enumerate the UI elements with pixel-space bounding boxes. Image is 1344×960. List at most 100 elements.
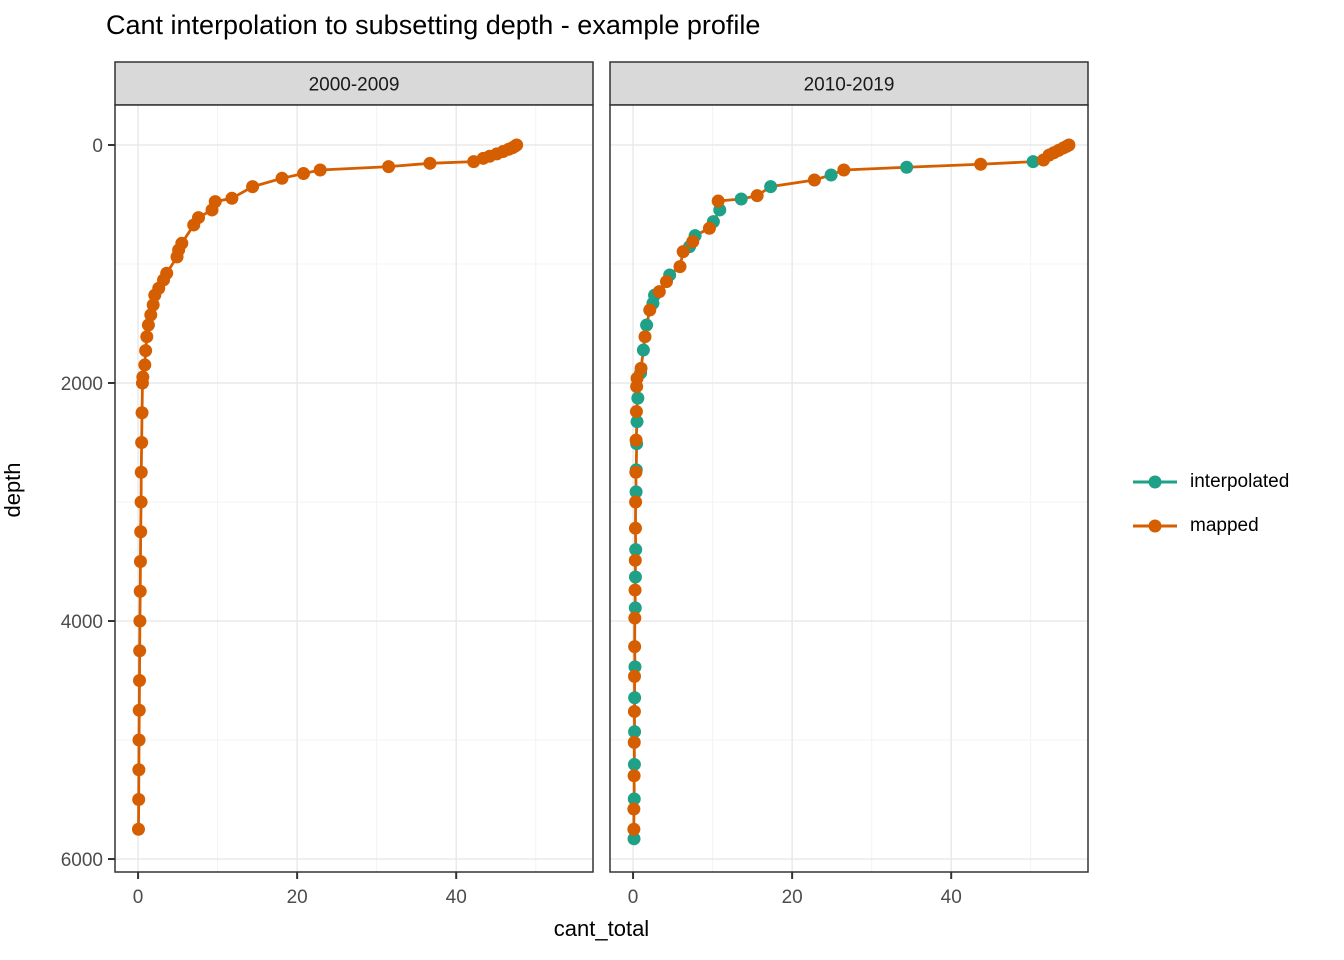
data-point-mapped bbox=[1036, 153, 1050, 167]
panel-background bbox=[115, 105, 593, 872]
data-point-interpolated bbox=[627, 757, 641, 771]
data-point-interpolated bbox=[628, 725, 642, 739]
data-point-mapped bbox=[629, 405, 643, 419]
data-point-mapped bbox=[711, 194, 725, 208]
data-point-mapped bbox=[170, 250, 184, 264]
data-point-mapped bbox=[132, 763, 146, 777]
data-point-mapped bbox=[629, 495, 643, 509]
data-point-mapped bbox=[313, 163, 327, 177]
legend-item-mapped: mapped bbox=[1133, 512, 1289, 540]
data-point-mapped bbox=[627, 735, 641, 749]
data-point-mapped bbox=[673, 260, 687, 274]
data-point-interpolated bbox=[627, 792, 641, 806]
data-point-mapped bbox=[974, 157, 988, 171]
data-point-mapped bbox=[382, 160, 396, 174]
data-point-mapped bbox=[132, 733, 146, 747]
x-axis-tick-label: 20 bbox=[782, 887, 803, 908]
data-point-mapped bbox=[187, 218, 201, 232]
data-point-mapped bbox=[837, 163, 851, 177]
data-point-mapped bbox=[133, 555, 147, 569]
data-point-interpolated bbox=[900, 160, 914, 174]
data-point-interpolated bbox=[627, 832, 641, 846]
data-point-mapped bbox=[652, 285, 666, 299]
data-point-mapped bbox=[146, 298, 160, 312]
data-point-interpolated bbox=[629, 485, 643, 499]
data-point-mapped bbox=[627, 802, 641, 816]
data-point-mapped bbox=[138, 358, 152, 372]
legend-label: interpolated bbox=[1190, 471, 1290, 492]
legend-key-mapped bbox=[1133, 519, 1177, 533]
y-axis-tick-label: 2000 bbox=[61, 374, 103, 395]
legend-label: mapped bbox=[1190, 515, 1259, 536]
data-point-interpolated bbox=[628, 660, 642, 674]
data-point-mapped bbox=[807, 173, 821, 187]
data-point-mapped bbox=[676, 245, 690, 259]
data-point-mapped bbox=[634, 361, 648, 375]
y-axis-tick-label: 0 bbox=[92, 136, 103, 157]
data-point-mapped bbox=[627, 669, 641, 683]
data-point-mapped bbox=[131, 822, 145, 836]
data-point-mapped bbox=[133, 584, 147, 598]
data-point-interpolated bbox=[629, 543, 643, 557]
data-point-mapped bbox=[659, 275, 673, 289]
x-axis-tick-label: 20 bbox=[287, 887, 308, 908]
data-point-interpolated bbox=[1026, 155, 1040, 169]
data-point-mapped bbox=[134, 465, 148, 479]
data-point-mapped bbox=[702, 221, 716, 235]
data-point-mapped bbox=[148, 288, 162, 302]
data-point-mapped bbox=[643, 303, 657, 317]
data-point-interpolated bbox=[824, 168, 838, 182]
data-point-mapped bbox=[686, 235, 700, 249]
y-axis-title: depth bbox=[0, 462, 25, 518]
x-axis-tick-label: 0 bbox=[133, 887, 144, 908]
legend-item-interpolated: interpolated bbox=[1133, 468, 1289, 496]
data-point-mapped bbox=[135, 436, 149, 450]
panel-border bbox=[609, 104, 1089, 873]
panel-background bbox=[610, 105, 1088, 872]
data-point-mapped bbox=[132, 674, 146, 688]
data-point-mapped bbox=[132, 793, 146, 807]
data-point-interpolated bbox=[628, 601, 642, 615]
data-point-interpolated bbox=[764, 180, 778, 194]
data-point-mapped bbox=[134, 495, 148, 509]
data-point-mapped bbox=[628, 553, 642, 567]
data-point-mapped bbox=[296, 167, 310, 181]
data-point-mapped bbox=[133, 644, 147, 658]
data-point-mapped bbox=[135, 376, 149, 390]
data-point-mapped bbox=[628, 640, 642, 654]
data-point-mapped bbox=[630, 380, 644, 394]
x-axis-tick-label: 40 bbox=[941, 887, 962, 908]
facet-strip bbox=[609, 61, 1089, 106]
data-point-mapped bbox=[627, 769, 641, 783]
y-axis-tick-label: 6000 bbox=[61, 850, 103, 871]
data-point-interpolated bbox=[734, 192, 748, 206]
data-point-mapped bbox=[134, 525, 148, 539]
data-point-interpolated bbox=[630, 415, 644, 429]
data-point-mapped bbox=[141, 318, 155, 332]
x-axis-tick-label: 40 bbox=[446, 887, 467, 908]
data-point-mapped bbox=[467, 155, 481, 169]
data-point-mapped bbox=[629, 465, 643, 479]
data-point-mapped bbox=[205, 203, 219, 217]
data-point-mapped bbox=[135, 406, 149, 420]
facet-strip-label: 2010-2019 bbox=[804, 75, 895, 96]
data-point-mapped bbox=[629, 433, 643, 447]
x-axis-tick-label: 0 bbox=[628, 887, 639, 908]
data-point-interpolated bbox=[640, 318, 654, 332]
chart-title: Cant interpolation to subsetting depth -… bbox=[106, 10, 761, 40]
facet-strip-label: 2000-2009 bbox=[309, 75, 400, 96]
facet-strip bbox=[114, 61, 594, 106]
data-point-interpolated bbox=[636, 343, 650, 357]
data-point-interpolated bbox=[631, 391, 645, 405]
data-point-interpolated bbox=[628, 691, 642, 705]
legend-key-interpolated bbox=[1133, 475, 1177, 489]
data-point-mapped bbox=[750, 189, 764, 203]
data-point-mapped bbox=[638, 330, 652, 344]
data-point-mapped bbox=[144, 308, 158, 322]
data-point-mapped bbox=[246, 180, 260, 194]
data-point-mapped bbox=[423, 156, 437, 170]
panel-border bbox=[114, 104, 594, 873]
data-point-mapped bbox=[133, 614, 147, 628]
